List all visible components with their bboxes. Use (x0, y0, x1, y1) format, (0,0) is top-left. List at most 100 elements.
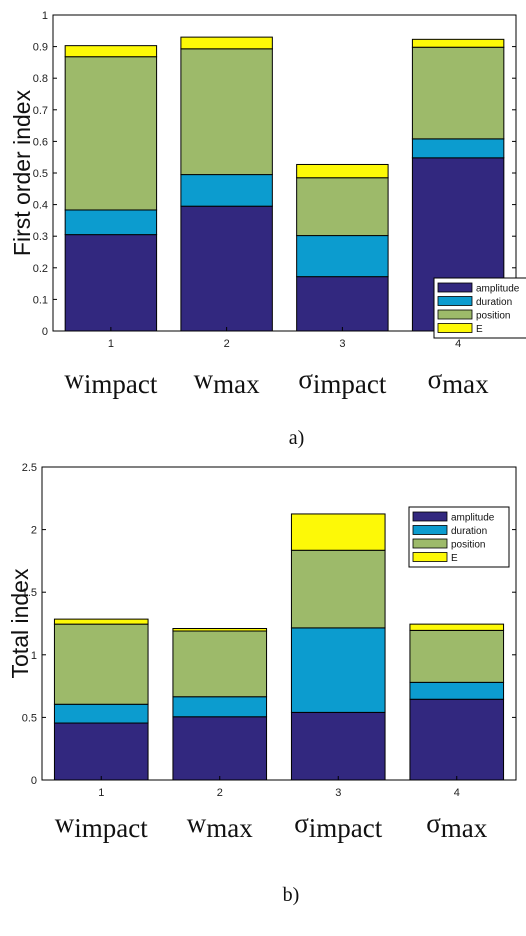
bar-duration-1 (53, 703, 149, 724)
y-tick-label: 0 (31, 775, 37, 787)
x-tick-label: 1 (98, 787, 104, 799)
y-axis-label: First order index (9, 89, 35, 256)
parameter-symbol: σ (294, 808, 309, 838)
bar-duration-2 (172, 696, 268, 718)
bar-E-4 (411, 38, 505, 48)
bar-position-2 (172, 630, 268, 698)
y-axis-label: Total index (7, 568, 33, 678)
y-tick-label: 0.9 (33, 42, 48, 54)
figure-caption: b) (283, 884, 300, 906)
x-tick-label: 3 (335, 787, 341, 799)
bar-duration-4 (409, 681, 505, 700)
y-tick-label: 0.3 (33, 231, 48, 243)
bar-duration-3 (296, 235, 389, 278)
parameter-subscript: impact (74, 813, 148, 843)
plot-area (41, 466, 517, 781)
legend-swatch-amplitude (412, 511, 448, 522)
bar-E-1 (64, 45, 158, 58)
parameter-subscript: max (213, 369, 260, 399)
legend-swatch-position (412, 538, 448, 549)
parameter-label: wimpact (64, 364, 157, 399)
bar-amplitude-2 (180, 205, 273, 332)
bar-position-2 (180, 48, 273, 176)
bar-position-4 (409, 629, 505, 683)
x-tick-label: 2 (224, 338, 230, 350)
legend-label-duration: duration (451, 526, 487, 537)
y-tick-label: 0.5 (33, 168, 48, 180)
legend-label-position: position (451, 540, 485, 551)
legend-swatch-position (437, 309, 473, 320)
parameter-symbol: w (55, 808, 75, 838)
bar-duration-3 (290, 627, 386, 713)
legend-label-E: E (476, 324, 483, 335)
bar-E-3 (296, 163, 389, 179)
parameter-subscript: impact (309, 813, 383, 843)
y-tick-label: 0.2 (33, 263, 48, 275)
y-tick-label: 1.5 (22, 587, 37, 599)
legend-swatch-amplitude (437, 282, 473, 293)
bar-amplitude-1 (64, 234, 158, 332)
bar-duration-1 (64, 209, 158, 236)
bar-duration-4 (411, 138, 505, 159)
legend-label-amplitude: amplitude (476, 284, 520, 295)
y-tick-label: 0 (42, 326, 48, 338)
parameter-label: σimpact (298, 364, 387, 399)
x-tick-label: 1 (108, 338, 114, 350)
bar-position-3 (290, 549, 386, 629)
y-tick-label: 1 (42, 10, 48, 22)
legend: amplitude duration position E (433, 277, 526, 339)
bar-E-4 (409, 623, 505, 631)
parameter-subscript: max (442, 369, 489, 399)
x-tick-label: 4 (455, 338, 461, 350)
bar-E-3 (290, 513, 386, 551)
parameter-subscript: max (441, 813, 488, 843)
y-tick-label: 2 (31, 525, 37, 537)
y-tick-label: 0.5 (22, 712, 37, 724)
parameter-label: σmax (426, 808, 488, 843)
legend-swatch-E (437, 323, 473, 333)
parameter-symbol: w (194, 364, 214, 394)
bar-duration-2 (180, 174, 273, 207)
bar-position-3 (296, 177, 389, 237)
legend-swatch-duration (412, 525, 448, 535)
parameter-label: wmax (194, 364, 260, 399)
y-tick-label: 1 (31, 650, 37, 662)
chart-first-order-index: 0 0.1 0.2 0.3 0.4 0.5 0.6 0.7 0.8 0.9 1 First order… (9, 10, 526, 449)
bar-amplitude-1 (53, 722, 149, 781)
legend-swatch-E (412, 552, 448, 562)
parameter-symbol: σ (298, 364, 313, 394)
parameter-symbol: σ (428, 364, 443, 394)
bar-amplitude-2 (172, 716, 268, 781)
bar-amplitude-4 (409, 698, 505, 781)
y-tick-label: 0.4 (33, 200, 48, 212)
parameter-subscript: impact (84, 369, 158, 399)
legend-label-position: position (476, 311, 510, 322)
y-tick-label: 0.1 (33, 294, 48, 306)
x-tick-label: 2 (217, 787, 223, 799)
y-tick-label: 0.6 (33, 136, 48, 148)
parameter-symbol: w (187, 808, 207, 838)
legend-label-amplitude: amplitude (451, 513, 495, 524)
parameter-label: wmax (187, 808, 253, 843)
bar-position-4 (411, 46, 505, 140)
bar-amplitude-3 (296, 276, 389, 332)
parameter-symbol: w (64, 364, 84, 394)
y-tick-label: 0.8 (33, 73, 48, 85)
y-tick-label: 2.5 (22, 462, 37, 474)
x-tick-label: 4 (454, 787, 460, 799)
bar-E-2 (180, 36, 273, 50)
y-tick-label: 0.7 (33, 105, 48, 117)
parameter-subscript: impact (313, 369, 387, 399)
x-tick-label: 3 (339, 338, 345, 350)
parameter-subscript: max (206, 813, 253, 843)
bar-E-2 (172, 628, 268, 632)
parameter-symbol: σ (426, 808, 441, 838)
parameter-label: wimpact (55, 808, 148, 843)
parameter-label: σimpact (294, 808, 383, 843)
parameter-label: σmax (428, 364, 490, 399)
legend-swatch-duration (437, 296, 473, 306)
bar-position-1 (64, 56, 158, 211)
legend-label-E: E (451, 553, 458, 564)
